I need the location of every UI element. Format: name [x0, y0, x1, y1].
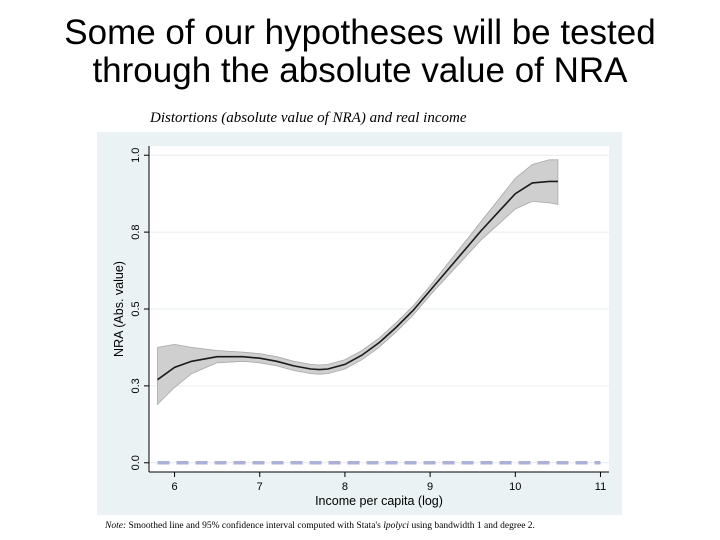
- y-axis-label: NRA (Abs. value): [112, 261, 126, 357]
- x-tick-label: 7: [257, 481, 263, 493]
- chart-caption: Distortions (absolute value of NRA) and …: [150, 110, 467, 126]
- note-text-2: using bandwidth 1 and degree 2.: [409, 521, 535, 531]
- confidence-band: [157, 159, 559, 406]
- figure-note: Note: Smoothed line and 95% confidence i…: [105, 521, 535, 531]
- note-label: Note:: [105, 521, 127, 531]
- x-tick-label: 9: [427, 481, 433, 493]
- y-tick-label: 0.5: [130, 301, 142, 316]
- x-tick-label: 8: [342, 481, 348, 493]
- y-tick-label: 0.3: [130, 378, 142, 393]
- slide-title-line-2: through the absolute value of NRA: [92, 51, 628, 90]
- y-tick-label: 0.8: [130, 224, 142, 239]
- slide-title: Some of our hypotheses will be tested th…: [0, 14, 720, 90]
- nra-income-chart: 6 7 8 9 10 11 0.0 0.3 0.5 0.8 1.0 Income per capi…: [112, 146, 609, 508]
- fitted-line: [157, 180, 558, 381]
- x-axis-ticks: 6 7 8 9 10 11: [171, 472, 606, 493]
- chart-panel: 6 7 8 9 10 11 0.0 0.3 0.5 0.8 1.0 Income per capi…: [97, 132, 622, 515]
- note-command: lpolyci: [383, 521, 410, 531]
- x-tick-label: 6: [171, 481, 177, 493]
- slide-title-line-1: Some of our hypotheses will be tested: [64, 13, 656, 52]
- y-tick-label: 1.0: [130, 148, 142, 163]
- y-tick-label: 0.0: [130, 455, 142, 470]
- note-text-1: Smoothed line and 95% confidence interva…: [126, 521, 384, 531]
- x-axis-label: Income per capita (log): [315, 494, 443, 508]
- x-tick-label: 11: [595, 481, 606, 493]
- x-tick-label: 10: [509, 481, 521, 493]
- y-axis-ticks: 0.0 0.3 0.5 0.8 1.0: [130, 148, 149, 470]
